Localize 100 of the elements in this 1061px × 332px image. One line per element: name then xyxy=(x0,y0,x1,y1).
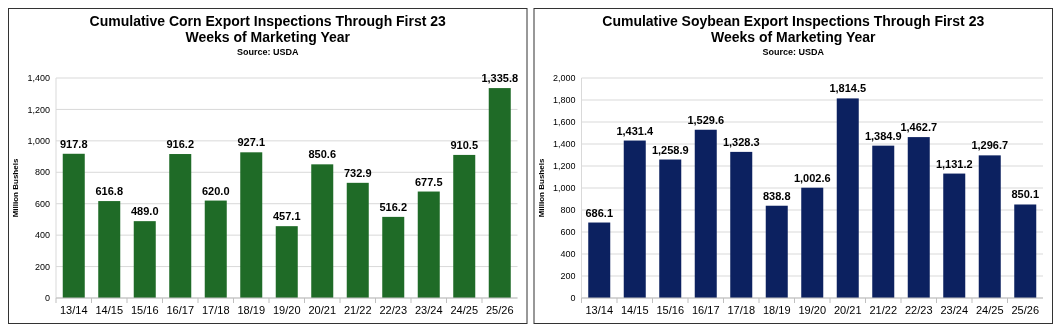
data-label: 927.1 xyxy=(237,136,266,149)
y-tick-label: 0 xyxy=(570,293,576,304)
bar xyxy=(801,187,824,298)
data-label: 1,529.6 xyxy=(687,113,725,126)
bar xyxy=(588,222,611,298)
bar xyxy=(488,88,511,298)
bar xyxy=(417,191,440,298)
bar xyxy=(311,164,334,298)
x-tick-label: 15/16 xyxy=(130,304,159,316)
x-tick-label: 17/18 xyxy=(727,304,756,316)
y-axis-title: Million Bushels xyxy=(11,158,20,218)
chart-title: Cumulative Corn Export Inspections Through First 23 Weeks of Marketing Year xyxy=(89,13,447,45)
y-axis-title: Million Bushels xyxy=(536,158,546,218)
data-label: 910.5 xyxy=(450,138,479,151)
data-label: 850.1 xyxy=(1011,188,1040,201)
x-tick-label: 18/19 xyxy=(762,304,791,316)
y-tick-label: 800 xyxy=(34,167,50,178)
data-label: 916.2 xyxy=(166,138,195,151)
x-tick-label: 17/18 xyxy=(201,304,230,316)
bar xyxy=(836,98,859,298)
data-label: 917.8 xyxy=(59,137,88,150)
chart-subtitle: Source: USDA xyxy=(236,47,299,57)
chart-subtitle: Source: USDA xyxy=(762,47,825,57)
bar xyxy=(872,145,895,298)
chart-title: Cumulative Soybean Export Inspections Through First 23 Weeks of Marketing Year xyxy=(602,13,985,45)
x-tick-label: 23/24 xyxy=(940,304,969,316)
bar xyxy=(907,137,930,298)
bar xyxy=(1014,204,1037,298)
x-tick-label: 21/22 xyxy=(869,304,898,316)
y-tick-label: 1,400 xyxy=(27,73,50,84)
x-tick-label: 14/15 xyxy=(95,304,124,316)
y-tick-label: 1,400 xyxy=(552,139,576,150)
data-label: 1,814.5 xyxy=(829,82,867,95)
data-label: 1,296.7 xyxy=(971,139,1009,152)
bar xyxy=(346,182,369,298)
data-label: 516.2 xyxy=(379,200,408,213)
data-label: 850.6 xyxy=(308,148,337,161)
data-label: 1,131.2 xyxy=(935,157,973,170)
data-label: 686.1 xyxy=(585,206,614,219)
x-tick-label: 20/21 xyxy=(308,304,337,316)
x-tick-label: 16/17 xyxy=(691,304,720,316)
x-tick-label: 25/26 xyxy=(1011,304,1040,316)
y-tick-label: 200 xyxy=(560,271,576,282)
x-tick-label: 15/16 xyxy=(656,304,685,316)
bar xyxy=(275,226,298,298)
data-label: 1,462.7 xyxy=(900,121,938,134)
data-label: 732.9 xyxy=(343,166,372,179)
bar xyxy=(730,151,753,298)
y-tick-label: 1,200 xyxy=(552,161,576,172)
data-label: 1,002.6 xyxy=(793,171,831,184)
y-tick-label: 600 xyxy=(560,227,576,238)
x-tick-label: 19/20 xyxy=(272,304,301,316)
y-tick-label: 1,600 xyxy=(552,117,576,128)
data-label: 616.8 xyxy=(95,185,124,198)
y-tick-label: 600 xyxy=(34,198,50,209)
data-label: 838.8 xyxy=(762,189,791,202)
x-tick-label: 13/14 xyxy=(59,304,88,316)
y-tick-label: 0 xyxy=(44,293,50,304)
bar xyxy=(382,216,405,298)
bar xyxy=(240,152,263,298)
bar xyxy=(694,129,717,298)
data-label: 1,335.8 xyxy=(481,72,519,85)
data-label: 1,258.9 xyxy=(651,143,689,156)
data-label: 1,431.4 xyxy=(616,124,654,137)
x-tick-label: 23/24 xyxy=(414,304,443,316)
x-tick-label: 18/19 xyxy=(237,304,266,316)
x-tick-label: 20/21 xyxy=(833,304,862,316)
data-label: 1,384.9 xyxy=(864,129,902,142)
y-tick-label: 400 xyxy=(34,230,50,241)
x-tick-label: 19/20 xyxy=(798,304,827,316)
bar xyxy=(62,153,85,298)
data-label: 457.1 xyxy=(272,210,301,223)
x-tick-label: 16/17 xyxy=(166,304,195,316)
data-label: 1,328.3 xyxy=(722,135,760,148)
bar xyxy=(765,205,788,298)
x-tick-label: 25/26 xyxy=(485,304,514,316)
bar xyxy=(169,154,192,298)
x-tick-label: 24/25 xyxy=(975,304,1004,316)
bar xyxy=(453,154,476,298)
x-tick-label: 22/23 xyxy=(904,304,933,316)
y-tick-label: 800 xyxy=(560,205,576,216)
x-tick-label: 14/15 xyxy=(620,304,649,316)
x-tick-label: 22/23 xyxy=(379,304,408,316)
x-tick-label: 24/25 xyxy=(450,304,479,316)
y-tick-label: 1,000 xyxy=(552,183,576,194)
data-label: 489.0 xyxy=(130,205,159,218)
y-tick-label: 2,000 xyxy=(552,73,576,84)
data-label: 620.0 xyxy=(201,184,230,197)
y-tick-label: 200 xyxy=(34,261,50,272)
x-tick-label: 21/22 xyxy=(343,304,372,316)
y-tick-label: 1,000 xyxy=(27,136,50,147)
y-tick-label: 400 xyxy=(560,249,576,260)
bar xyxy=(943,173,966,298)
y-tick-label: 1,800 xyxy=(552,95,576,106)
bar xyxy=(98,201,121,298)
bar xyxy=(623,140,646,298)
bar xyxy=(204,200,227,298)
bar xyxy=(133,221,156,298)
bar xyxy=(659,159,682,298)
x-tick-label: 13/14 xyxy=(585,304,614,316)
